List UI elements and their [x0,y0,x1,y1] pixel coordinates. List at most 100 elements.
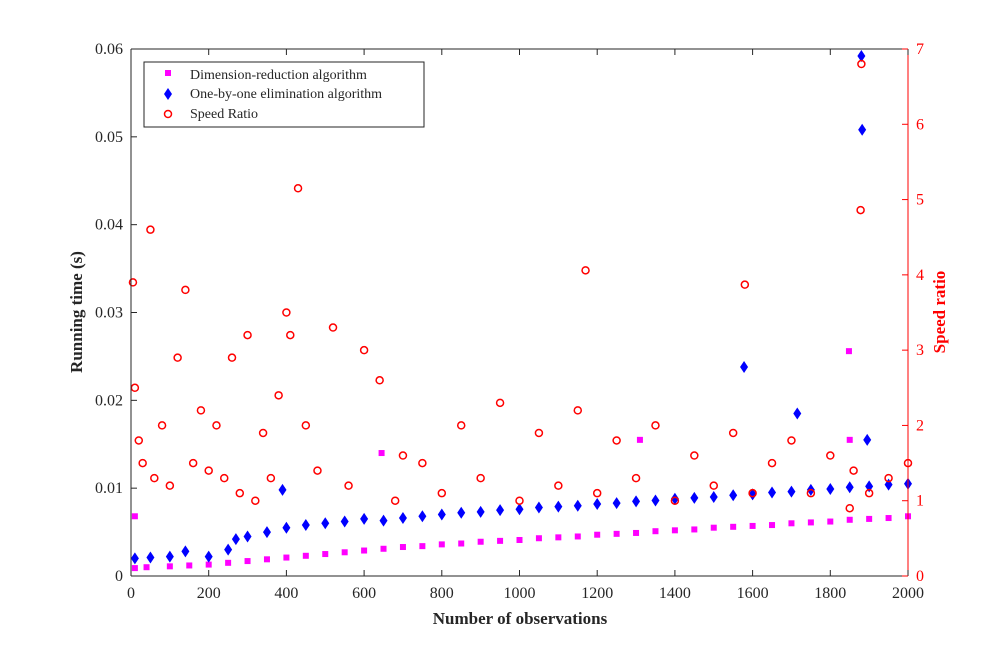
x-tick-label: 0 [127,585,135,602]
elimination-point [515,503,524,516]
dimension-point [671,527,678,534]
dimension-point [399,544,406,551]
ratio-point [282,308,291,317]
x-tick-label: 800 [430,585,454,602]
ratio-point [767,458,777,468]
dimension-point [866,515,873,522]
dimension-point [477,538,484,545]
ratio-point [134,436,144,445]
elimination-point [651,494,660,507]
ratio-point [196,406,206,415]
elimination-point [593,497,602,510]
ratio-point [748,488,757,498]
dimension-point [885,515,892,522]
elimination-point [437,508,446,521]
elimination-point [379,514,388,527]
ratio-point [301,421,311,430]
ratio-point [235,488,245,498]
dimension-point [322,551,329,558]
ratio-point [266,473,276,483]
ratio-point [157,421,167,430]
dimension-point [788,520,795,527]
ratio-point [204,466,213,475]
elimination-point [729,489,738,502]
dimension-point [244,558,251,565]
ratio-point [219,473,229,483]
ratio-point [138,458,147,468]
elimination-point [262,526,271,539]
dimension-point [143,564,150,571]
ratio-point [554,481,563,490]
elimination-point [398,512,407,525]
dimension-point [516,536,523,543]
ratio-point [437,488,447,498]
dimension-point [131,565,138,572]
ratio-point [398,451,408,460]
ratio-point [293,184,303,193]
legend-box [143,61,425,128]
elimination-point [845,481,854,494]
ratio-point [651,421,660,430]
ratio-point [286,330,295,340]
ratio-point [612,436,621,445]
x-axis-label: Number of observations [433,609,608,628]
dimension-point [652,528,659,535]
legend-label-ratio: Speed Ratio [190,107,258,122]
dimension-point [555,534,562,541]
ratio-point [328,323,338,332]
ratio-point [227,353,237,362]
elimination-point [858,123,867,136]
dimension-point [845,348,852,355]
ratio-point [857,59,866,69]
legend: Dimension-reduction algorithm One-by-one… [143,61,425,128]
elimination-point [282,521,291,534]
elimination-point [496,504,505,517]
ratio-point [581,266,590,275]
dimension-point [846,436,853,443]
y-tick-label-right: 0 [916,568,924,585]
elimination-point [278,483,287,496]
axes: 0 200 400 600 800 1000 1200 1400 1600 1800 200000.… [95,41,924,602]
dimension-point [302,552,309,559]
elimination-point [554,500,563,513]
y-tick-label-left: 0.01 [95,480,123,497]
elimination-point [224,543,233,556]
series-2 [128,59,913,513]
y-tick-label-left: 0.02 [95,392,123,409]
ratio-point [495,398,505,408]
ratio-point [476,473,485,483]
x-tick-label: 1200 [581,585,613,602]
y-axis-label-right: Speed ratio [930,271,949,354]
dimension-point [827,518,834,525]
dimension-point [205,561,212,568]
dimension-point [263,556,270,563]
y-tick-label-right: 7 [916,41,924,58]
dimension-point [131,513,138,520]
legend-marker-elimination [164,88,172,100]
ratio-point [344,481,353,490]
y-tick-label-right: 2 [916,417,924,434]
ratio-point [670,496,680,505]
dimension-point [594,531,601,538]
ratio-point [709,481,718,490]
ratio-point [826,451,835,460]
elimination-point [740,360,749,373]
elimination-point [857,50,866,63]
x-tick-label: 600 [352,585,376,602]
x-tick-label: 1800 [814,585,846,602]
ratio-point [534,428,544,438]
elimination-point [865,480,874,493]
dimension-point [846,516,853,523]
x-tick-label: 1400 [659,585,691,602]
dimension-point [225,559,232,566]
y-tick-label-left: 0.06 [95,41,123,58]
dimension-point [438,541,445,548]
elimination-point [457,506,466,519]
y-tick-label-left: 0.03 [95,305,123,322]
ratio-point [146,225,155,234]
elimination-point [826,483,835,496]
ratio-point [806,488,816,498]
legend-label-dimension: Dimension-reduction algorithm [190,68,367,83]
elimination-point [360,512,369,525]
ratio-point [251,496,260,505]
